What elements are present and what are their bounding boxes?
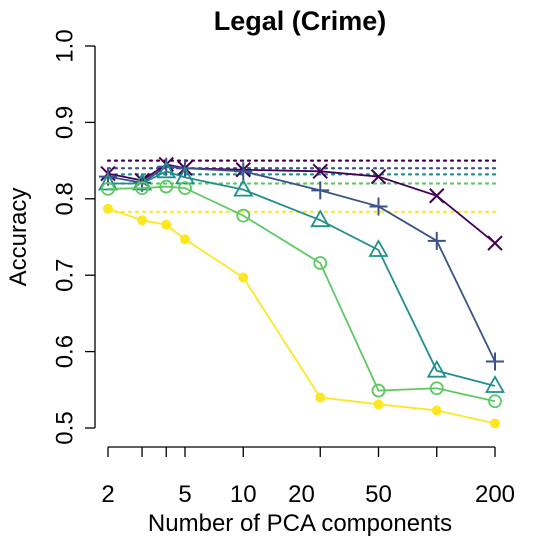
data-point: [97, 172, 119, 191]
data-point: [135, 181, 149, 196]
data-point: [484, 375, 506, 393]
series: [103, 203, 500, 429]
series: [97, 160, 506, 393]
x-tick-label: 50: [365, 481, 392, 508]
data-point: [236, 208, 251, 223]
data-point: [311, 181, 330, 200]
y-tick-label: 0.6: [51, 335, 78, 368]
chart-title: Legal (Crime): [214, 6, 387, 36]
series-line: [108, 170, 496, 387]
data-point: [313, 256, 328, 270]
data-point: [178, 181, 192, 196]
data-point: [369, 197, 388, 216]
data-point: [371, 383, 386, 398]
data-point: [310, 209, 331, 228]
data-point: [429, 381, 444, 396]
y-tick-label: 0.8: [51, 182, 78, 215]
y-tick-label: 1.0: [51, 29, 78, 62]
series: [101, 179, 502, 409]
y-axis-label: Accuracy: [5, 188, 32, 287]
data-point: [370, 168, 387, 185]
data-point: [161, 219, 172, 230]
data-point: [103, 203, 113, 214]
data-point: [159, 179, 174, 194]
data-point: [180, 234, 191, 245]
series-line: [107, 163, 496, 244]
y-tick-label: 0.5: [51, 411, 78, 444]
data-point: [486, 352, 504, 371]
x-tick-label: 10: [230, 481, 257, 508]
data-point: [312, 163, 328, 180]
data-point: [373, 399, 384, 410]
data-point: [429, 188, 445, 204]
x-tick-label: 20: [288, 481, 315, 508]
data-point: [132, 172, 153, 191]
y-tick-label: 0.7: [51, 259, 78, 292]
x-axis-ticks: 2 5 10 20 50 200: [101, 447, 515, 508]
data-point: [490, 418, 500, 429]
x-tick-label: 2: [101, 481, 114, 508]
data-point: [101, 181, 115, 196]
data-point: [431, 405, 442, 416]
data-point: [487, 235, 503, 251]
x-tick-label: 200: [475, 481, 515, 508]
data-point: [137, 215, 148, 226]
series-line: [107, 185, 496, 403]
data-point: [488, 394, 502, 409]
y-tick-label: 0.9: [51, 106, 78, 139]
series-layer: [97, 156, 506, 429]
data-point: [238, 272, 249, 283]
data-point: [368, 239, 389, 257]
data-point: [315, 392, 326, 403]
data-point: [426, 359, 447, 378]
data-point: [174, 166, 196, 185]
data-point: [427, 231, 446, 250]
data-point: [156, 160, 177, 179]
x-tick-label: 5: [178, 481, 191, 508]
data-point: [234, 162, 253, 181]
x-axis-label: Number of PCA components: [148, 510, 452, 537]
y-axis-ticks: 0.5 0.6 0.7 0.8 0.9 1.0: [51, 29, 95, 445]
data-point: [233, 178, 254, 197]
